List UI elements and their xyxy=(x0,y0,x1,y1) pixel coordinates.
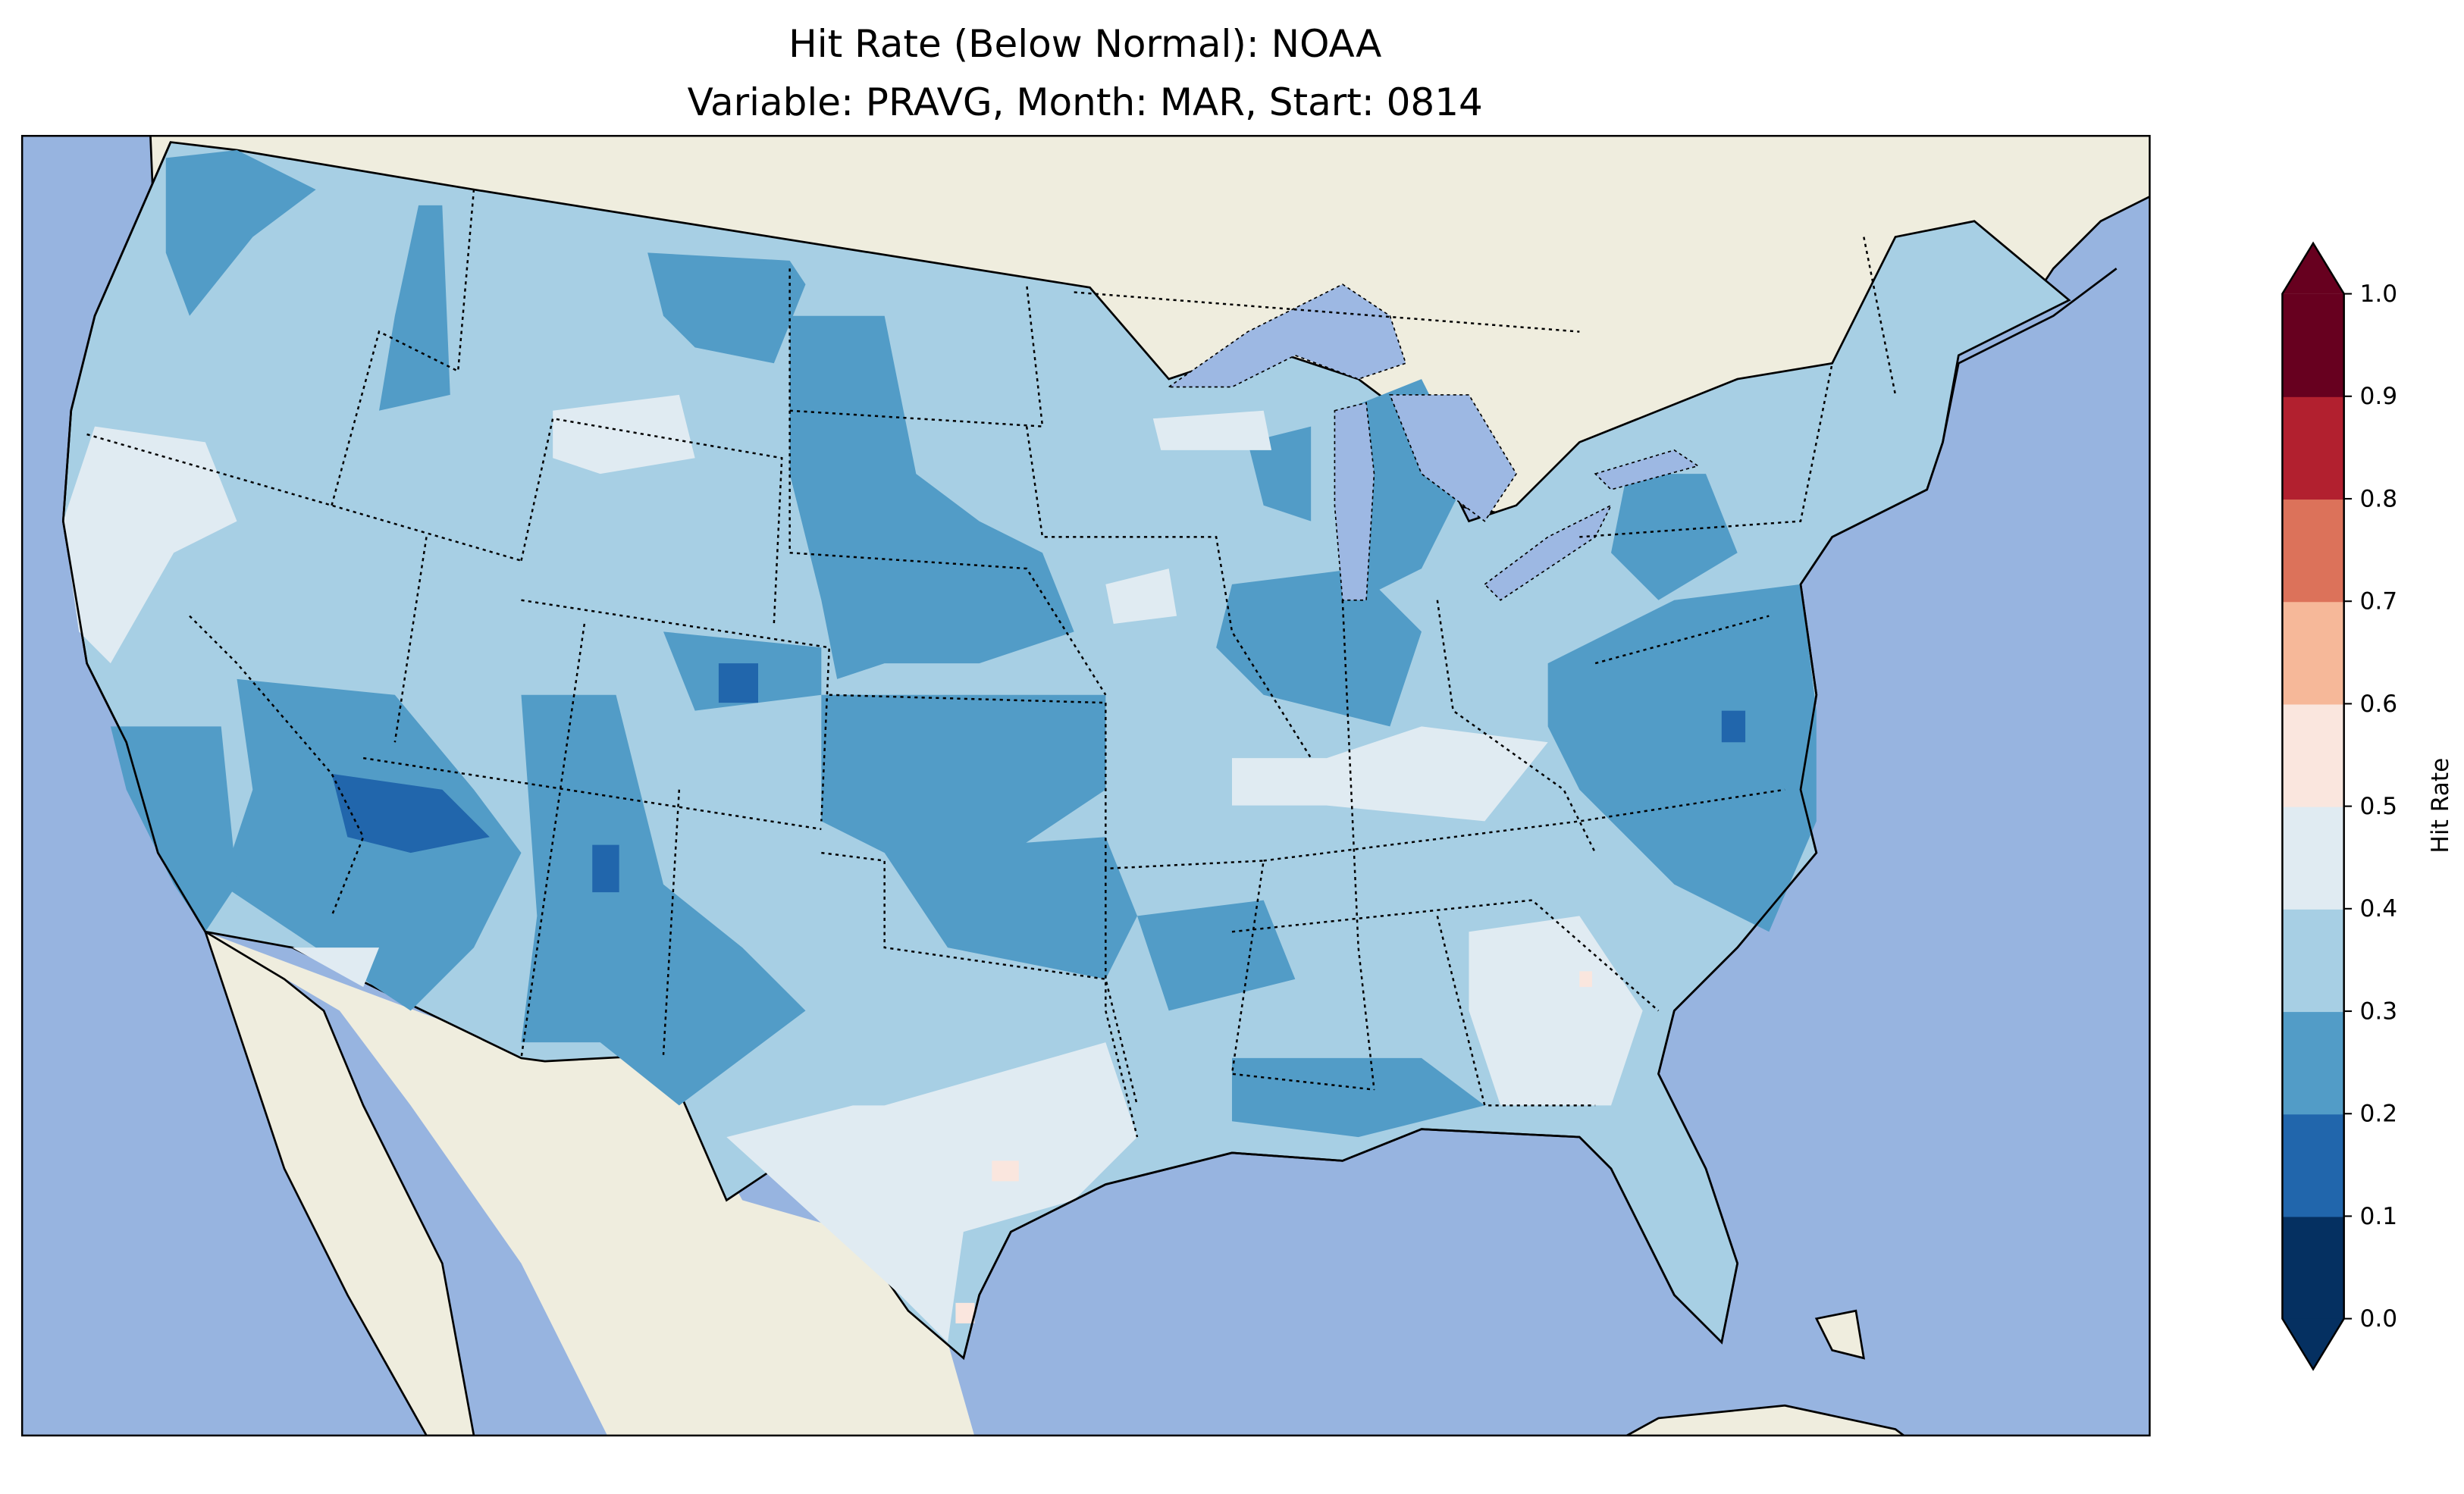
lake-superior xyxy=(1167,283,1407,388)
patch-0.4-0.5 xyxy=(726,1042,1137,1342)
hit-rate-patches xyxy=(63,150,1817,1342)
colorbar-segment xyxy=(2282,908,2344,1013)
colorbar-tick-label: 0.2 xyxy=(2360,1101,2398,1128)
map-frame xyxy=(20,135,2151,1437)
patch-0.1-0.2 xyxy=(1721,710,1746,743)
colorbar-tick-label: 0.7 xyxy=(2360,588,2398,615)
patch-0.2-0.3 xyxy=(379,205,450,411)
patch-0.5-0.6 xyxy=(1579,971,1592,988)
patch-0.4-0.5 xyxy=(553,394,695,475)
mexico-land xyxy=(205,932,975,1436)
patch-0.2-0.3 xyxy=(165,150,316,316)
patch-0.2-0.3 xyxy=(110,726,237,932)
patch-0.4-0.5 xyxy=(1469,916,1643,1106)
colorbar-segment xyxy=(2282,499,2344,603)
colorbar-segment xyxy=(2282,396,2344,500)
patch-0.2-0.3 xyxy=(1137,900,1296,1011)
lake-huron xyxy=(1389,394,1517,522)
patch-0.2-0.3 xyxy=(1547,584,1817,932)
colorbar-segment xyxy=(2282,1011,2344,1115)
patch-0.2-0.3 xyxy=(521,694,806,1106)
lake-erie xyxy=(1484,503,1613,601)
colorbar-tick-label: 0.8 xyxy=(2360,485,2398,512)
cuba-land xyxy=(1814,1309,1866,1360)
colorbar-tick-label: 0.9 xyxy=(2360,383,2398,410)
patch-0.4-0.5 xyxy=(63,426,237,664)
colorbar-tick-label: 0.3 xyxy=(2360,998,2398,1025)
colorbar: 0.0 0.1 0.2 0.3 0.4 0.5 0.6 0.7 0.8 0.9 1.0 xyxy=(2281,241,2398,1371)
state-borders xyxy=(86,189,1897,1138)
colorbar-label: Hit Rate xyxy=(2427,758,2454,853)
patch-0.2-0.3 xyxy=(221,678,522,1011)
patch-0.4-0.5 xyxy=(1105,568,1177,624)
yucatan-land xyxy=(1625,1404,1906,1436)
gulf-coastline xyxy=(962,268,2118,1359)
patch-0.5-0.6 xyxy=(992,1160,1019,1182)
colorbar-segment xyxy=(2282,703,2344,807)
colorbar-tick-label: 0.4 xyxy=(2360,895,2398,922)
colorbar-tick-label: 0.5 xyxy=(2360,793,2398,820)
patch-0.2-0.3 xyxy=(1611,474,1738,600)
patch-0.2-0.3 xyxy=(789,315,1074,679)
patch-0.2-0.3 xyxy=(884,837,1137,979)
patch-0.2-0.3 xyxy=(821,694,1106,853)
colorbar-segment xyxy=(2282,293,2344,397)
patch-0.1-0.2 xyxy=(592,844,619,893)
great-lakes xyxy=(1167,283,1700,601)
patch-0.2-0.3 xyxy=(1232,1057,1485,1138)
lake-ontario xyxy=(1594,449,1700,490)
pacific-coastline xyxy=(61,142,206,932)
colorbar-tick-label: 0.1 xyxy=(2360,1203,2398,1230)
patch-0.4-0.5 xyxy=(1152,410,1272,450)
patch-0.5-0.6 xyxy=(955,1302,975,1323)
patch-0.2-0.3 xyxy=(1216,568,1422,727)
patch-0.4-0.5 xyxy=(1232,726,1548,822)
colorbar-segment xyxy=(2282,1113,2344,1217)
colorbar-extend-low xyxy=(2282,1318,2344,1370)
baja-land xyxy=(203,929,475,1436)
patch-0.4-0.5 xyxy=(292,947,379,988)
colorbar-segment xyxy=(2282,1216,2344,1320)
colorbar-extend-high xyxy=(2282,243,2344,294)
patch-0.1-0.2 xyxy=(331,773,490,853)
lake-michigan xyxy=(1334,402,1375,601)
colorbar-tick-label: 0.6 xyxy=(2360,691,2398,718)
colorbar-segment xyxy=(2282,806,2344,910)
title-line-2: Variable: PRAVG, Month: MAR, Start: 0814 xyxy=(688,80,1483,124)
patch-0.1-0.2 xyxy=(718,663,758,703)
colorbar-segment xyxy=(2282,601,2344,705)
map xyxy=(20,135,2151,1437)
colorbar-tick-label: 0.0 xyxy=(2360,1305,2398,1333)
colorbar-tick-label: 1.0 xyxy=(2360,280,2398,308)
patch-0.2-0.3 xyxy=(647,252,806,364)
title-line-1: Hit Rate (Below Normal): NOAA xyxy=(788,22,1381,66)
